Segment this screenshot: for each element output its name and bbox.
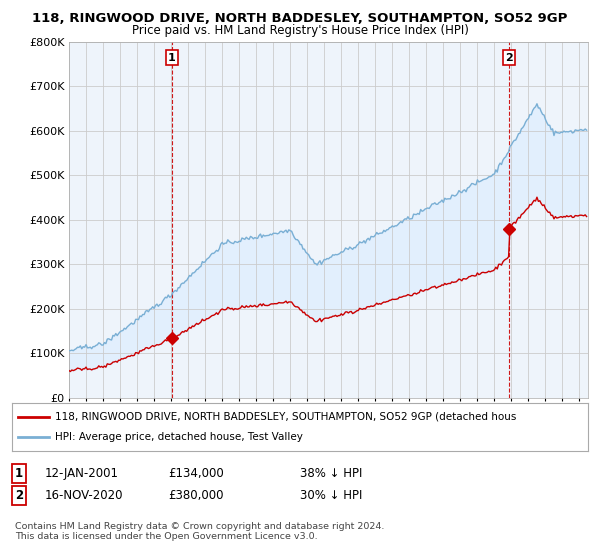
Text: 30% ↓ HPI: 30% ↓ HPI [300, 489, 362, 502]
Text: 2: 2 [506, 53, 513, 63]
Text: Price paid vs. HM Land Registry's House Price Index (HPI): Price paid vs. HM Land Registry's House … [131, 24, 469, 37]
Text: 38% ↓ HPI: 38% ↓ HPI [300, 466, 362, 480]
Text: 118, RINGWOOD DRIVE, NORTH BADDESLEY, SOUTHAMPTON, SO52 9GP: 118, RINGWOOD DRIVE, NORTH BADDESLEY, SO… [32, 12, 568, 25]
Text: 1: 1 [15, 466, 23, 480]
Text: £134,000: £134,000 [168, 466, 224, 480]
Text: HPI: Average price, detached house, Test Valley: HPI: Average price, detached house, Test… [55, 432, 303, 442]
Text: 1: 1 [168, 53, 176, 63]
Text: 118, RINGWOOD DRIVE, NORTH BADDESLEY, SOUTHAMPTON, SO52 9GP (detached hous: 118, RINGWOOD DRIVE, NORTH BADDESLEY, SO… [55, 412, 517, 422]
Text: 12-JAN-2001: 12-JAN-2001 [45, 466, 119, 480]
Text: Contains HM Land Registry data © Crown copyright and database right 2024.
This d: Contains HM Land Registry data © Crown c… [15, 522, 385, 542]
Text: 16-NOV-2020: 16-NOV-2020 [45, 489, 124, 502]
Text: £380,000: £380,000 [168, 489, 224, 502]
Text: 2: 2 [15, 489, 23, 502]
